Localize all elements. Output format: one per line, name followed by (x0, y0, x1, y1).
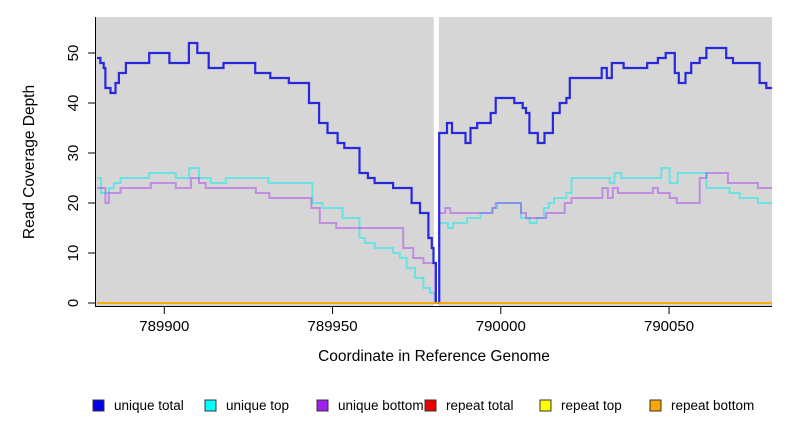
y-tick-label: 30 (65, 145, 82, 162)
x-tick-label: 789950 (308, 318, 358, 335)
x-axis-title: Coordinate in Reference Genome (318, 348, 550, 365)
y-axis-title: Read Coverage Depth (21, 84, 38, 240)
x-tick-label: 789900 (139, 318, 189, 335)
legend-label-unique-total: unique total (114, 398, 184, 413)
legend-swatch-repeat-total (424, 399, 437, 412)
x-tick-label: 790050 (644, 318, 694, 335)
legend-swatch-unique-total (92, 399, 105, 412)
legend-label-unique-top: unique top (226, 398, 289, 413)
y-tick-label: 0 (65, 299, 82, 307)
legend-swatch-unique-bottom (316, 399, 329, 412)
legend-swatch-repeat-bottom (649, 399, 662, 412)
legend-label-repeat-bottom: repeat bottom (671, 398, 754, 413)
x-tick-label: 790000 (476, 318, 526, 335)
series-unique-total (97, 41, 772, 305)
y-tick-label: 10 (65, 245, 82, 262)
legend-swatch-repeat-top (539, 399, 552, 412)
y-tick-label: 20 (65, 195, 82, 212)
y-tick-label: 50 (65, 45, 82, 62)
series-unique-bottom (97, 172, 772, 304)
legend-label-repeat-total: repeat total (446, 398, 514, 413)
y-tick-label: 40 (65, 95, 82, 112)
legend-label-repeat-top: repeat top (561, 398, 622, 413)
legend-swatch-unique-top (204, 399, 217, 412)
legend-label-unique-bottom: unique bottom (338, 398, 424, 413)
masked-gap-band (433, 17, 439, 306)
